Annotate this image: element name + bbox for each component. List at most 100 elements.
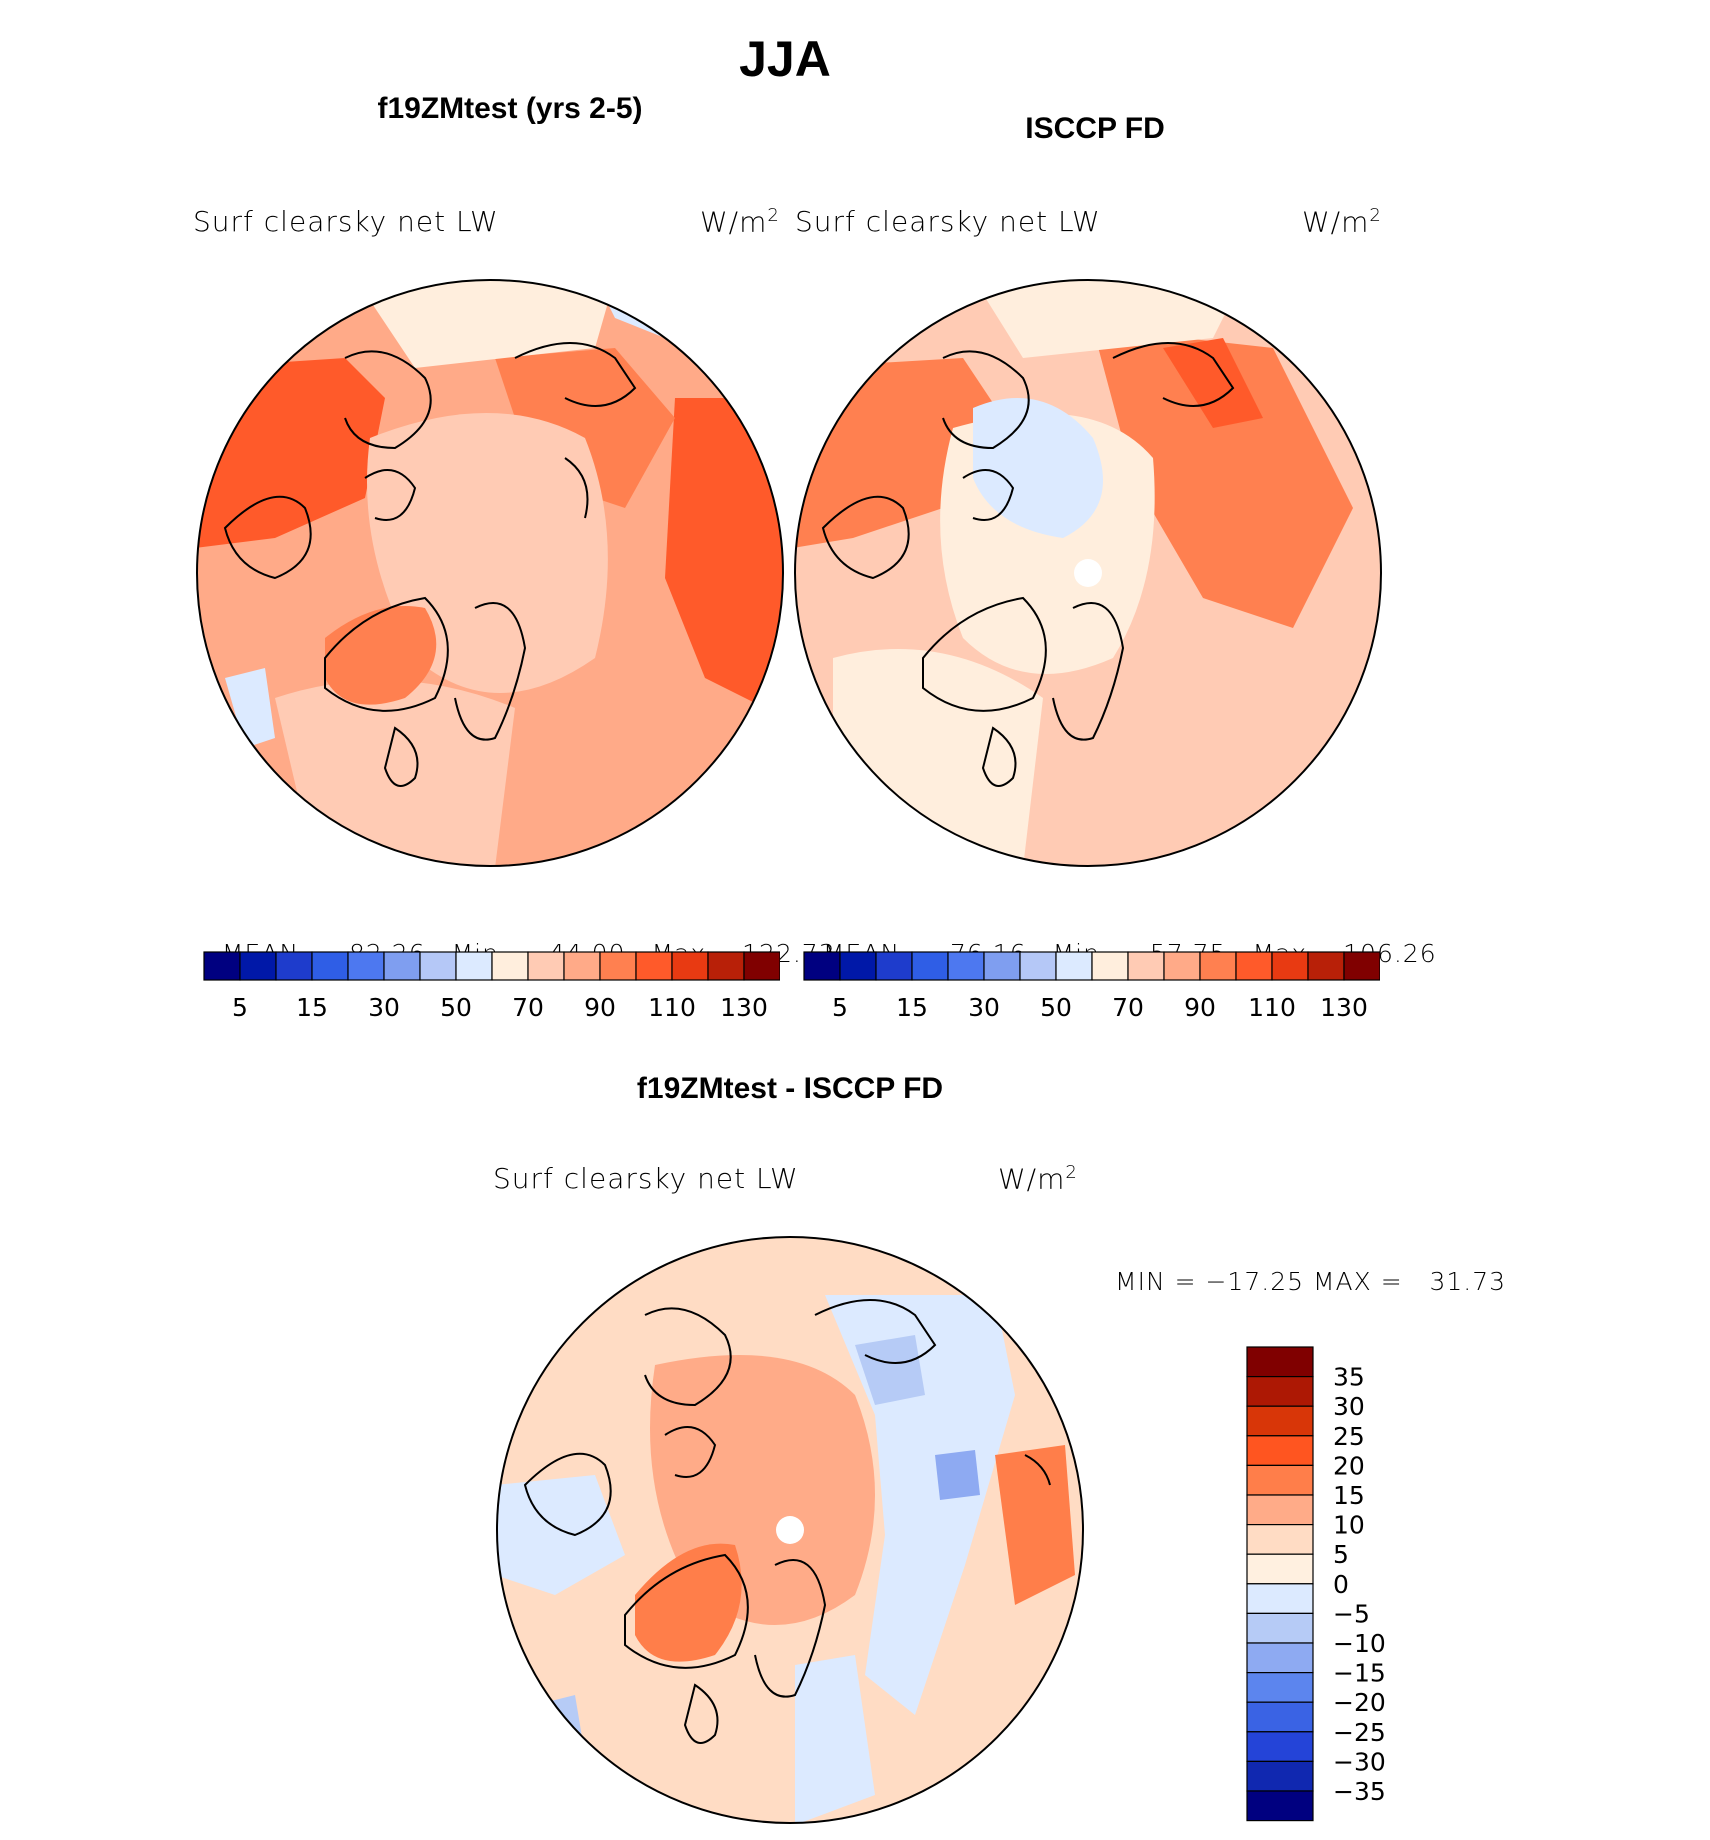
- diff-field-red-greenland: [635, 1543, 742, 1662]
- panel2-colorbar-swatch: [1163, 951, 1201, 981]
- panel1-colorbar-swatch: [239, 951, 277, 981]
- panel1-colorbar-swatch: [671, 951, 709, 981]
- panel2-colorbar-swatch: [1307, 951, 1345, 981]
- diff-colorbar-swatch: [1246, 1731, 1314, 1762]
- panel1-colorbar-swatch: [635, 951, 673, 981]
- panel2-heading: ISCCP FD: [1025, 112, 1165, 145]
- panel1-colorbar-tick-label: 90: [584, 993, 616, 1022]
- panel1-colorbar: 5 15 30 50 70 90 110 130: [203, 951, 780, 1022]
- panel2-coastlines: [821, 342, 1235, 787]
- diff-coastlines: [523, 1299, 1051, 1744]
- panel1-coastlines: [223, 342, 637, 787]
- diff-units: W/m: [998, 1162, 1066, 1196]
- diff-colorbar-tick-label: −10: [1333, 1629, 1385, 1658]
- diff-pole-mask: [776, 1516, 804, 1544]
- diff-colorbar-swatch: [1246, 1583, 1314, 1615]
- panel1-variable-label: Surf clearsky net LW: [193, 205, 499, 238]
- diff-units-label: W/m2: [998, 1162, 1078, 1195]
- panel2-pole-mask: [1074, 559, 1102, 587]
- panel2-field-pale-south: [833, 649, 1043, 866]
- panel2-colorbar-swatch: [1235, 951, 1273, 981]
- panel1-colorbar-swatch: [599, 951, 637, 981]
- panel2-colorbar-swatch: [803, 951, 841, 981]
- diff-colorbar-tick-label: 30: [1333, 1392, 1365, 1421]
- panel1-colorbar-tick-label: 130: [720, 993, 768, 1022]
- panel1-units: W/m: [700, 205, 768, 239]
- panel1-colorbar-swatch: [743, 951, 780, 981]
- panel2-colorbar-swatch: [875, 951, 913, 981]
- panel2-variable-label: Surf clearsky net LW: [795, 205, 1101, 238]
- panel2-units-label: W/m2: [1302, 205, 1382, 238]
- panel1-colorbar-tick-label: 70: [512, 993, 544, 1022]
- panel1-colorbar-swatch: [383, 951, 421, 981]
- diff-colorbar-swatch: [1246, 1435, 1314, 1467]
- panel2-units: W/m: [1302, 205, 1370, 239]
- diff-colorbar-tick-label: 35: [1333, 1363, 1365, 1392]
- diff-colorbar-tick-label: 10: [1333, 1511, 1365, 1540]
- panel1-field-blue-sw: [225, 668, 275, 748]
- panel2-colorbar-tick-label: 15: [896, 993, 928, 1022]
- panel1-colorbar-swatch: [311, 951, 349, 981]
- panel2-colorbar-swatch: [1091, 951, 1129, 981]
- diff-colorbar-tick-label: −35: [1333, 1777, 1385, 1806]
- diff-map: [496, 1236, 1084, 1824]
- panel2-colorbar-tick-label: 110: [1248, 993, 1296, 1022]
- diff-colorbar-tick-label: −25: [1333, 1718, 1385, 1747]
- panel1-colorbar-swatch: [491, 951, 529, 981]
- diff-colorbar-tick-label: −30: [1333, 1747, 1385, 1776]
- panel2-colorbar-swatch: [1199, 951, 1237, 981]
- diff-field-blue3-east: [935, 1450, 980, 1500]
- diff-colorbar-swatch: [1246, 1612, 1314, 1644]
- diff-colorbar-swatch: [1246, 1790, 1314, 1822]
- panel1-colorbar-swatch: [203, 951, 241, 981]
- panel2-field-deep-east: [1163, 338, 1263, 428]
- panel1-heading: f19ZMtest (yrs 2-5): [377, 92, 643, 125]
- panel2-colorbar-swatch: [1127, 951, 1165, 981]
- panel2-colorbar-swatch: [947, 951, 985, 981]
- panel1-colorbar-tick-label: 5: [232, 993, 248, 1022]
- panel2-colorbar-swatch: [983, 951, 1021, 981]
- panel1-field-light-south: [275, 680, 515, 866]
- panel1-colorbar-tick-label: 30: [368, 993, 400, 1022]
- panel2-map: [794, 279, 1382, 867]
- diff-colorbar-tick-label: 25: [1333, 1422, 1365, 1451]
- diff-colorbar-swatch: [1246, 1672, 1314, 1703]
- diff-colorbar-swatch: [1246, 1405, 1314, 1437]
- panel1-colorbar-tick-label: 15: [296, 993, 328, 1022]
- diff-colorbar-swatch: [1246, 1524, 1314, 1555]
- diff-field-blue-west: [497, 1475, 625, 1595]
- diff-colorbar-swatch: [1246, 1642, 1314, 1674]
- panel2-colorbar-tick-label: 70: [1112, 993, 1144, 1022]
- diff-colorbar-tick-label: −20: [1333, 1688, 1385, 1717]
- panel2-colorbar-tick-label: 30: [968, 993, 1000, 1022]
- panel2-colorbar-tick-label: 130: [1320, 993, 1368, 1022]
- diff-field-blue-south: [795, 1655, 875, 1823]
- panel1-colorbar-swatch: [527, 951, 565, 981]
- panel2-colorbar: 5 15 30 50 70 90 110 130: [803, 951, 1380, 1022]
- panel2-colorbar-swatch: [1019, 951, 1057, 981]
- diff-minmax: MIN = −17.25 MAX = 31.73: [1115, 1267, 1507, 1296]
- diff-units-sup: 2: [1065, 1162, 1078, 1183]
- diff-colorbar-swatch: [1246, 1464, 1314, 1496]
- diff-colorbar-swatch: [1246, 1346, 1314, 1378]
- diff-variable-label: Surf clearsky net LW: [493, 1162, 799, 1195]
- diff-colorbar-tick-label: 15: [1333, 1481, 1365, 1510]
- panel1-colorbar-swatch: [455, 951, 493, 981]
- diff-colorbar-swatch: [1246, 1701, 1314, 1733]
- panel1-units-label: W/m2: [700, 205, 780, 238]
- diff-heading: f19ZMtest - ISCCP FD: [636, 1072, 944, 1105]
- diff-colorbar-tick-label: 0: [1333, 1570, 1349, 1599]
- panel2-colorbar-swatch: [1055, 951, 1093, 981]
- panel1-field-deep-east: [665, 398, 783, 718]
- diff-field-red-east: [995, 1445, 1075, 1605]
- diff-field-blue-east: [825, 1295, 1015, 1715]
- diff-colorbar-swatch: [1246, 1760, 1314, 1792]
- panel2-field-mid-east: [1093, 328, 1353, 628]
- panel1-map: [196, 279, 784, 867]
- diff-colorbar-swatch: [1246, 1553, 1314, 1585]
- panel1-colorbar-swatch: [707, 951, 745, 981]
- diff-colorbar-tick-label: 20: [1333, 1451, 1365, 1480]
- panel2-colorbar-tick-label: 5: [832, 993, 848, 1022]
- diff-colorbar-swatch: [1246, 1494, 1314, 1526]
